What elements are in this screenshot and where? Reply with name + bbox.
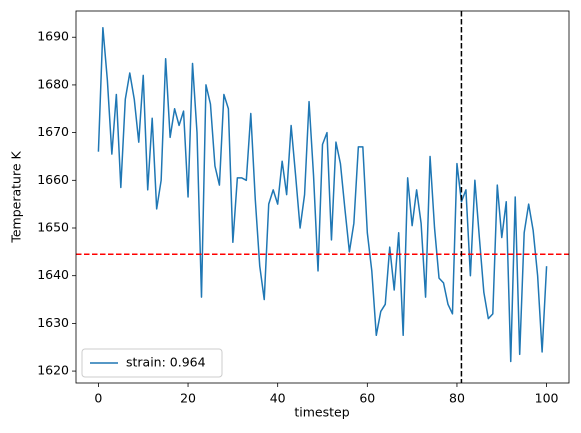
y-axis-label: Temperature K	[9, 151, 24, 244]
x-tick-label: 60	[359, 391, 375, 406]
line	[97, 26, 548, 363]
x-tick-label: 0	[94, 391, 102, 406]
y-tick-label: 1620	[37, 363, 69, 378]
plot-frame	[75, 10, 570, 384]
y-tick-label: 1680	[37, 76, 69, 91]
x-tick-label: 80	[449, 391, 465, 406]
x-tick-label: 100	[535, 391, 559, 406]
y-tick-label: 1660	[37, 172, 69, 187]
y-tick-label: 1630	[37, 315, 69, 330]
legend-box	[81, 348, 223, 378]
x-tick-label: 20	[180, 391, 196, 406]
y-tick-label: 1670	[37, 124, 69, 139]
y-tick-label: 1640	[37, 267, 69, 282]
y-tick-label: 1650	[37, 220, 69, 235]
x-axis-label: timestep	[294, 405, 349, 420]
legend-label: strain: 0.964	[126, 355, 206, 370]
x-tick-label: 40	[270, 391, 286, 406]
y-tick-label: 1690	[37, 29, 69, 44]
